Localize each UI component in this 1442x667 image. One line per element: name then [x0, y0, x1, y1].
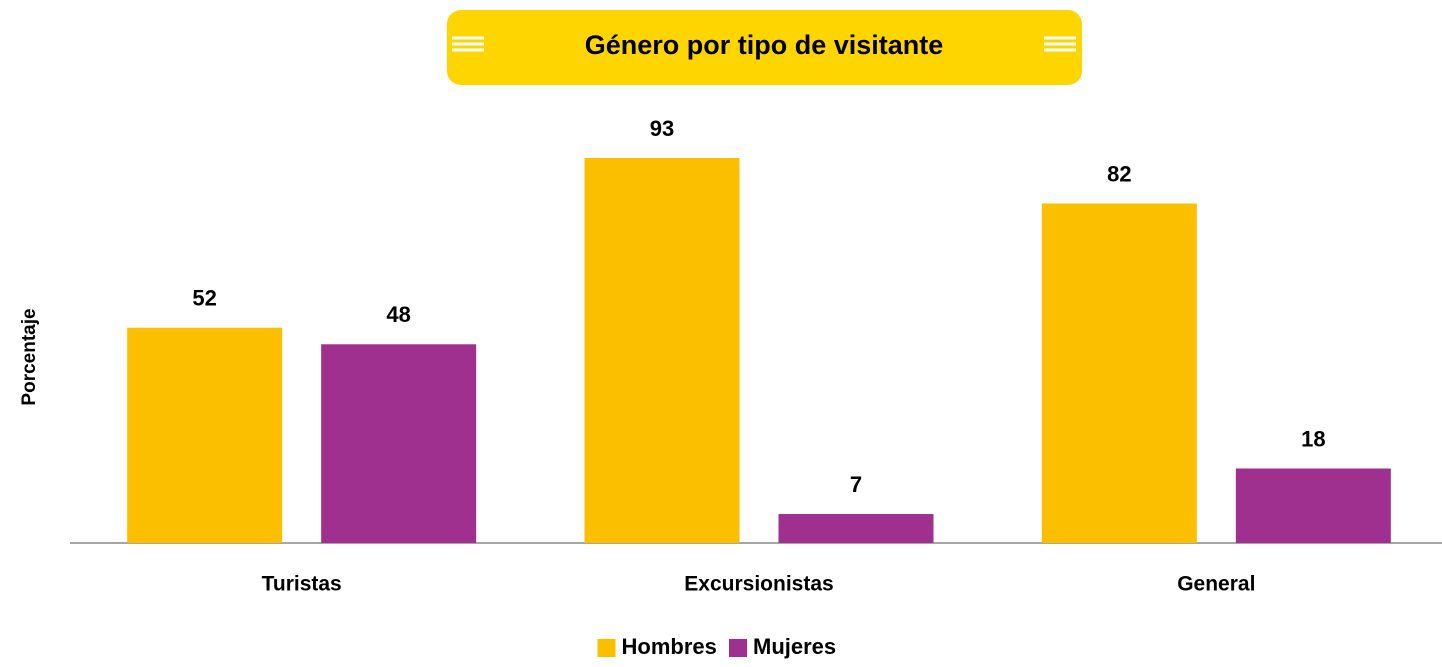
legend-label: Mujeres: [753, 634, 836, 659]
data-label: 7: [850, 472, 862, 497]
legend-swatch: [597, 639, 616, 657]
x-tick-label: Turistas: [262, 573, 342, 596]
legend-swatch: [729, 639, 747, 657]
bar: [584, 157, 740, 544]
x-tick-label: General: [1177, 573, 1255, 596]
title-icon: [452, 36, 1076, 52]
bar: [778, 514, 934, 543]
data-label: 18: [1301, 426, 1325, 451]
bar: [1235, 468, 1391, 543]
title-box: [447, 10, 1082, 85]
chart-title: Género por tipo de visitante: [585, 30, 944, 60]
y-axis-label: Porcentaje: [19, 308, 40, 405]
data-label: 48: [386, 302, 410, 327]
data-label: 82: [1107, 161, 1131, 186]
x-tick-label: Excursionistas: [684, 573, 833, 596]
legend-label: Hombres: [622, 634, 717, 659]
bar: [127, 327, 283, 543]
bar: [321, 344, 477, 543]
bar: [1041, 203, 1197, 543]
data-label: 93: [650, 116, 674, 141]
data-label: 52: [192, 286, 216, 311]
